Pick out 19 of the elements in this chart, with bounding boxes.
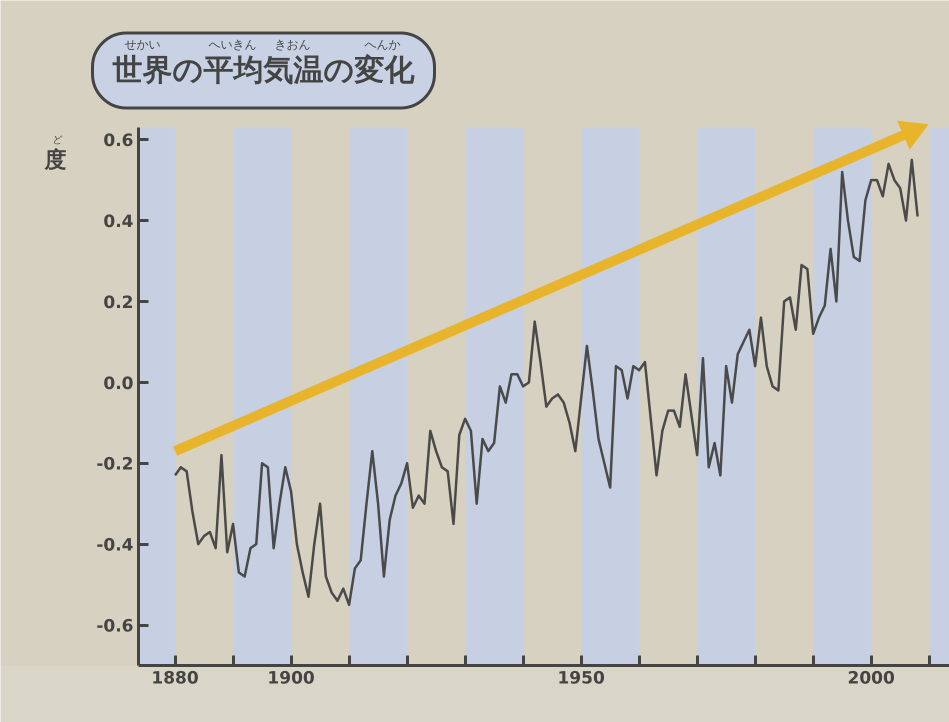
y-tick-label: -0.4 — [96, 536, 134, 556]
y-tick-label: -0.6 — [96, 616, 134, 637]
y-tick-label: -0.2 — [96, 454, 134, 475]
line-series — [174, 158, 919, 606]
text: きおん — [274, 38, 310, 52]
x-tick-label: 2000 — [848, 668, 896, 688]
text: へいきん — [208, 38, 256, 52]
x-tick-label: 1950 — [557, 668, 605, 688]
y-tick-label: 0.2 — [103, 292, 134, 313]
y-tick-label: 0.0 — [103, 374, 134, 394]
x-tick-label: 1900 — [267, 668, 315, 688]
y-tick-label: 0.6 — [103, 131, 134, 152]
chart-title: 世界の平均気温の変化 — [112, 53, 416, 88]
y-axis-title: 度 — [44, 147, 66, 173]
text: ど — [52, 135, 62, 146]
x-tick-label: 1880 — [151, 668, 199, 688]
text: せかい — [124, 38, 160, 52]
y-tick-label: 0.4 — [103, 212, 134, 232]
text: へんか — [364, 38, 400, 52]
